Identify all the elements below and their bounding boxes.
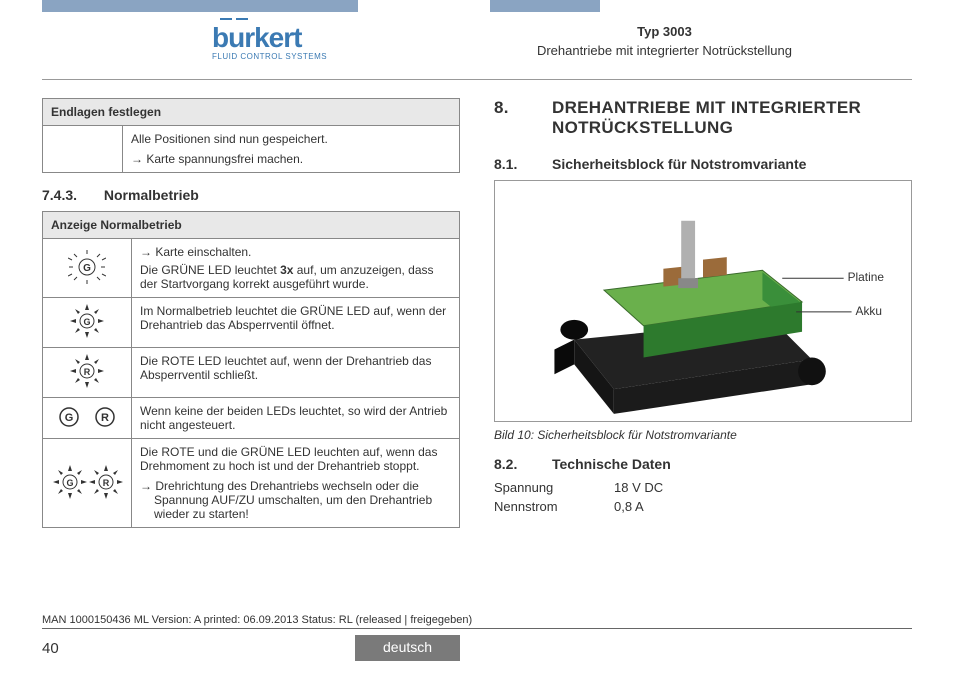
svg-text:G: G: [83, 317, 90, 327]
section-normalbetrieb-heading: 7.4.3. Normalbetrieb: [42, 187, 460, 203]
left-column: Endlagen festlegen Alle Positionen sind …: [42, 98, 460, 613]
table-endlagen: Endlagen festlegen Alle Positionen sind …: [42, 98, 460, 173]
row4-line2: → Drehrichtung des Drehantriebs wechseln…: [140, 479, 451, 521]
endlagen-line1: Alle Positionen sind nun gespeichert.: [131, 132, 451, 146]
svg-text:R: R: [101, 412, 109, 424]
content-columns: Endlagen festlegen Alle Positionen sind …: [42, 98, 912, 613]
svg-text:G: G: [83, 263, 91, 274]
section-number: 7.4.3.: [42, 187, 100, 203]
label-akku: Akku: [856, 304, 882, 318]
section-8-1-heading: 8.1.Sicherheitsblock für Notstromvariant…: [494, 156, 912, 172]
svg-text:G: G: [65, 412, 74, 424]
figure-10: Platine Akku: [494, 180, 912, 422]
spec-spannung-label: Spannung: [494, 480, 614, 495]
endlagen-line2: → Karte spannungsfrei machen.: [131, 152, 451, 166]
table-normalbetrieb: Anzeige Normalbetrieb G: [42, 211, 460, 528]
table-normalbetrieb-header: Anzeige Normalbetrieb: [43, 212, 460, 239]
section-8-1-title: Sicherheitsblock für Notstromvariante: [552, 156, 806, 172]
row0-line2: Die GRÜNE LED leuchtet 3x auf, um anzuze…: [140, 263, 451, 291]
table-endlagen-header: Endlagen festlegen: [43, 99, 460, 126]
led-icon-green-sun: G: [43, 298, 132, 348]
page-header: burkert FLUID CONTROL SYSTEMS Typ 3003 D…: [42, 14, 912, 80]
top-bar-left: [42, 0, 358, 12]
figure-10-caption: Bild 10: Sicherheitsblock für Notstromva…: [494, 428, 912, 442]
logo-text: burkert: [212, 22, 301, 54]
logo: burkert FLUID CONTROL SYSTEMS: [212, 22, 327, 61]
section-8-2-heading: 8.2.Technische Daten: [494, 456, 912, 472]
device-illustration: Platine Akku: [495, 181, 911, 421]
svg-text:R: R: [84, 367, 91, 377]
spec-nennstrom-label: Nennstrom: [494, 499, 614, 514]
spec-row-spannung: Spannung 18 V DC: [494, 480, 912, 495]
led-icon-green-burst: G: [43, 239, 132, 298]
row0-line1: → Karte einschalten.: [140, 245, 451, 259]
svg-text:G: G: [66, 478, 73, 488]
spec-spannung-value: 18 V DC: [614, 480, 663, 495]
section-8-2-title: Technische Daten: [552, 456, 671, 472]
row1-text: Im Normalbetrieb leuchtet die GRÜNE LED …: [132, 298, 460, 348]
footer-meta-line: MAN 1000150436 ML Version: A printed: 06…: [42, 614, 912, 629]
page-number: 40: [42, 640, 59, 657]
section-title: Normalbetrieb: [104, 187, 199, 203]
label-platine: Platine: [848, 270, 885, 284]
type-label: Typ 3003: [537, 24, 792, 39]
top-bar-right: [490, 0, 600, 12]
language-tab: deutsch: [355, 635, 460, 661]
row3-text: Wenn keine der beiden LEDs leuchtet, so …: [132, 398, 460, 439]
row0-text: → Karte einschalten. Die GRÜNE LED leuch…: [132, 239, 460, 298]
svg-text:R: R: [103, 478, 110, 488]
row4-line1: Die ROTE und die GRÜNE LED leuchten auf,…: [140, 445, 451, 473]
section-8-1-number: 8.1.: [494, 156, 552, 172]
section-8-2-number: 8.2.: [494, 456, 552, 472]
section-8-title: DREHANTRIEBE MIT INTEGRIERTER NOTRÜCKSTE…: [552, 98, 910, 138]
led-icon-red-sun: R: [43, 348, 132, 398]
section-8-heading: 8.DREHANTRIEBE MIT INTEGRIERTER NOTRÜCKS…: [494, 98, 912, 138]
table-endlagen-body: Alle Positionen sind nun gespeichert. → …: [123, 126, 460, 173]
led-icon-both-off: G R: [43, 398, 132, 439]
spec-nennstrom-value: 0,8 A: [614, 499, 644, 514]
right-column: 8.DREHANTRIEBE MIT INTEGRIERTER NOTRÜCKS…: [494, 98, 912, 613]
type-description: Drehantriebe mit integrierter Notrückste…: [537, 43, 792, 58]
row4-text: Die ROTE und die GRÜNE LED leuchten auf,…: [132, 439, 460, 528]
row2-text: Die ROTE LED leuchtet auf, wenn der Dreh…: [132, 348, 460, 398]
section-8-number: 8.: [494, 98, 552, 118]
spec-row-nennstrom: Nennstrom 0,8 A: [494, 499, 912, 514]
table-endlagen-icon-cell: [43, 126, 123, 173]
led-icon-both-on: G R: [43, 439, 132, 528]
header-title-block: Typ 3003 Drehantriebe mit integrierter N…: [537, 24, 792, 58]
